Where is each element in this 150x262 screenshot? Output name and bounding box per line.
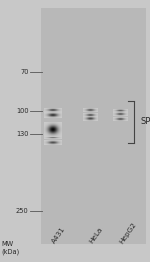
Text: A431: A431 [51,226,67,245]
Text: 250: 250 [16,208,28,214]
Text: MW
(kDa): MW (kDa) [2,241,20,255]
Text: HepG2: HepG2 [118,221,138,245]
Text: HeLa: HeLa [88,226,104,245]
Bar [40,8,146,244]
Text: 100: 100 [16,108,28,114]
Text: 130: 130 [16,131,28,137]
Text: SP100: SP100 [140,117,150,126]
Text: 70: 70 [20,69,28,75]
